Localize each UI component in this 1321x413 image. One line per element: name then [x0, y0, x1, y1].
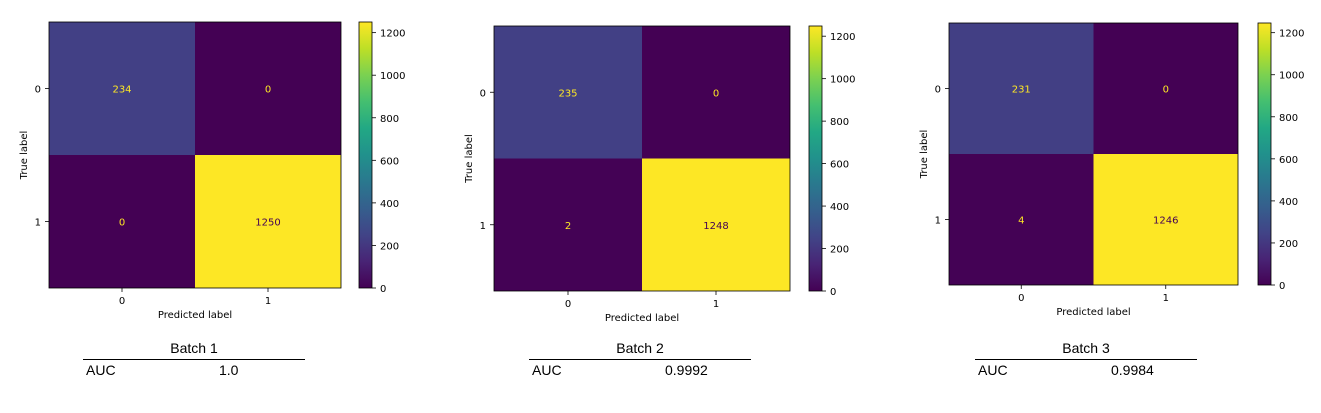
cell-value: 231: [1012, 85, 1031, 96]
y-tick-label: 0: [935, 85, 941, 96]
metric-name: AUC: [86, 362, 116, 378]
matrix-cell: [642, 26, 790, 159]
plot-frame: [48, 21, 342, 289]
cell-value: 0: [265, 85, 271, 96]
x-axis-label: Predicted label: [1056, 307, 1130, 318]
cell-value: 0: [713, 88, 719, 99]
confusion-matrix-chart-batch-2: 235 0 2 1248 0 1 0 1 Predicted label True label 0 2…: [464, 25, 855, 324]
table-rule: [529, 359, 751, 360]
cell-value: 0: [1163, 85, 1169, 96]
y-axis-label: True label: [464, 134, 475, 184]
colorbar-tick-label: 1200: [1279, 29, 1304, 40]
x-axis-label: Predicted label: [158, 310, 232, 321]
x-tick-label: 1: [1163, 293, 1169, 304]
confusion-matrix-chart-batch-3: 231 0 4 1246 0 1 0 1 Predicted label True label 0 2…: [919, 22, 1304, 318]
metric-name: AUC: [978, 362, 1008, 378]
colorbar-tick-label: 800: [380, 114, 399, 125]
confusion-matrix-panel-batch-2: 235 0 2 1248 0 1 0 1 Predicted label True label 0 2…: [445, 0, 885, 413]
cell-value: 1248: [703, 221, 728, 232]
colorbar-tick-label: 200: [1279, 239, 1298, 250]
x-tick-label: 1: [265, 296, 271, 307]
colorbar: [358, 21, 373, 289]
matrix-cell: [195, 22, 341, 155]
cell-value: 4: [1018, 216, 1024, 227]
matrix-cell: [1093, 23, 1238, 154]
x-tick-label: 0: [119, 296, 125, 307]
matrix-cell: [949, 154, 1094, 285]
x-tick-label: 1: [713, 299, 719, 310]
cell-value: 1250: [255, 218, 280, 229]
x-tick-label: 0: [1018, 293, 1024, 304]
y-tick-label: 0: [35, 85, 41, 96]
colorbar-tick-label: 1200: [380, 29, 405, 40]
metric-value: 0.9984: [1111, 362, 1154, 378]
colorbar-tick-label: 1200: [830, 32, 855, 43]
colorbar-tick-label: 400: [830, 202, 849, 213]
colorbar-tick-label: 1000: [830, 75, 855, 86]
table-title: Batch 1: [170, 340, 218, 356]
colorbar-tick-label: 200: [380, 241, 399, 252]
y-tick-label: 1: [35, 218, 41, 229]
matrix-cell: [1093, 154, 1238, 285]
matrix-cell: [49, 155, 195, 288]
matrix-cell: [49, 22, 195, 155]
cell-value: 235: [558, 88, 577, 99]
plot-frame: [948, 22, 1239, 286]
confusion-matrix-panel-batch-3: 231 0 4 1246 0 1 0 1 Predicted label True label 0 2…: [891, 0, 1321, 413]
table-rule: [975, 359, 1197, 360]
colorbar-tick-label: 400: [380, 199, 399, 210]
matrix-cell: [195, 155, 341, 288]
x-axis-label: Predicted label: [605, 313, 679, 324]
colorbar-tick-label: 1000: [1279, 71, 1304, 82]
y-tick-label: 1: [480, 221, 486, 232]
metric-name: AUC: [532, 362, 562, 378]
matrix-cell: [642, 158, 790, 291]
colorbar-tick-label: 1000: [380, 71, 405, 82]
colorbar-tick-label: 0: [1279, 281, 1285, 292]
cell-value: 2: [565, 221, 571, 232]
colorbar-tick-label: 0: [380, 284, 386, 295]
x-tick-label: 0: [565, 299, 571, 310]
plot-frame: [493, 25, 791, 292]
metric-value: 1.0: [219, 362, 239, 378]
table-title: Batch 3: [1062, 340, 1110, 356]
y-axis-label: True label: [919, 130, 930, 180]
colorbar-tick-label: 400: [1279, 197, 1298, 208]
matrix-cell: [949, 23, 1094, 154]
cell-value: 1246: [1153, 216, 1178, 227]
cell-value: 234: [112, 85, 131, 96]
confusion-matrix-chart-batch-1: 234 0 0 1250 0 1 0 1 Predicted label True label 0 2…: [19, 21, 405, 321]
colorbar: [1257, 22, 1272, 286]
confusion-matrix-panel-batch-1: 234 0 0 1250 0 1 0 1 Predicted label True label 0 2…: [0, 0, 440, 413]
matrix-cell: [494, 158, 642, 291]
colorbar-tick-label: 600: [380, 156, 399, 167]
colorbar-tick-label: 200: [830, 245, 849, 256]
colorbar-tick-label: 800: [1279, 113, 1298, 124]
y-tick-label: 1: [935, 216, 941, 227]
colorbar-tick-label: 800: [830, 117, 849, 128]
matrix-cell: [494, 26, 642, 159]
y-axis-label: True label: [19, 131, 30, 181]
cell-value: 0: [119, 218, 125, 229]
metric-value: 0.9992: [665, 362, 708, 378]
colorbar-tick-label: 600: [1279, 155, 1298, 166]
colorbar-tick-label: 600: [830, 160, 849, 171]
table-rule: [83, 359, 305, 360]
colorbar: [808, 25, 823, 292]
table-title: Batch 2: [616, 340, 664, 356]
colorbar-tick-label: 0: [830, 287, 836, 298]
y-tick-label: 0: [480, 88, 486, 99]
